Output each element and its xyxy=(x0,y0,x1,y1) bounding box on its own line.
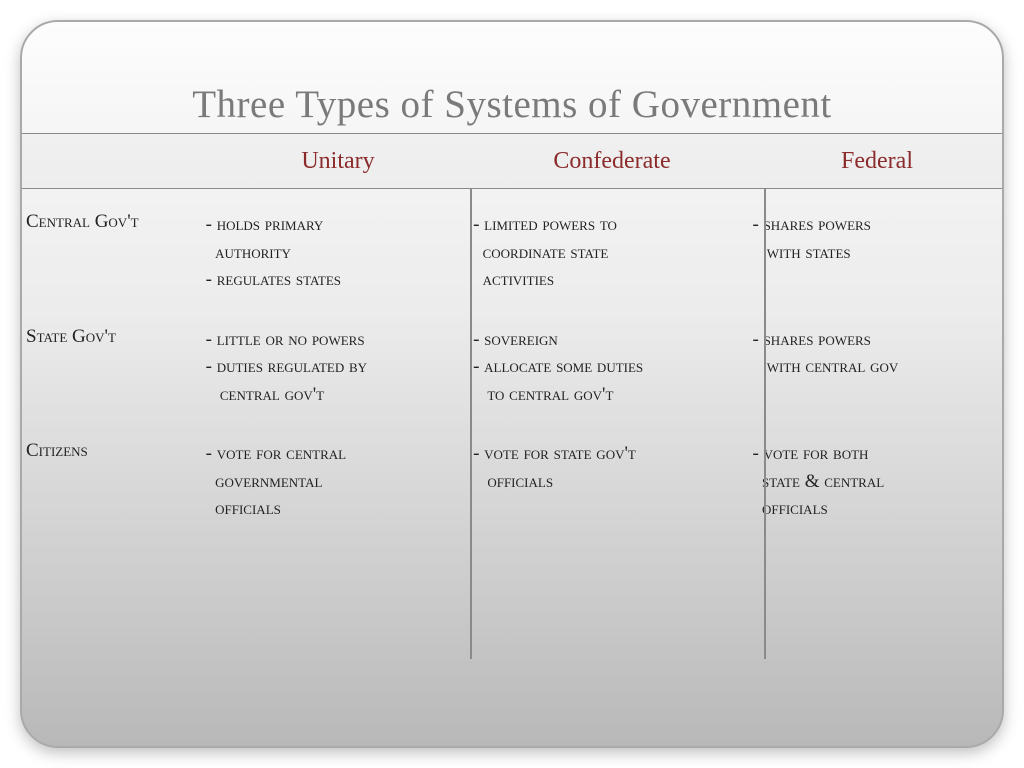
cell-state-federal: - shares powers with central gov xyxy=(753,326,1002,409)
cell-citizens-confederate: - vote for state gov't officials xyxy=(473,440,752,523)
column-divider-2 xyxy=(764,189,766,659)
row-label-citizens: Citizens xyxy=(22,440,206,523)
column-header-federal: Federal xyxy=(752,148,1002,175)
column-header-unitary: Unitary xyxy=(204,148,472,175)
slide-title: Three Types of Systems of Government xyxy=(22,22,1002,133)
cell-citizens-unitary: - vote for central governmental official… xyxy=(206,440,473,523)
cell-central-confederate: - limited powers to coordinate state act… xyxy=(473,211,752,294)
table-row: Citizens - vote for central governmental… xyxy=(22,418,1002,523)
cell-state-confederate: - sovereign - allocate some duties to ce… xyxy=(473,326,752,409)
cell-state-unitary: - little or no powers - duties regulated… xyxy=(206,326,473,409)
cell-central-unitary: - holds primary authority - regulates st… xyxy=(206,211,473,294)
table-body: Central Gov't - holds primary authority … xyxy=(22,189,1002,659)
cell-central-federal: - shares powers with states xyxy=(753,211,1002,294)
table-header-row: Unitary Confederate Federal xyxy=(22,133,1002,189)
row-label-central-gov: Central Gov't xyxy=(22,211,206,294)
slide-card: Three Types of Systems of Government Uni… xyxy=(20,20,1004,748)
cell-citizens-federal: - vote for both state & central official… xyxy=(753,440,1002,523)
table-row: Central Gov't - holds primary authority … xyxy=(22,189,1002,294)
column-header-confederate: Confederate xyxy=(472,148,752,175)
table-row: State Gov't - little or no powers - duti… xyxy=(22,304,1002,409)
row-label-state-gov: State Gov't xyxy=(22,326,206,409)
column-divider-1 xyxy=(470,189,472,659)
